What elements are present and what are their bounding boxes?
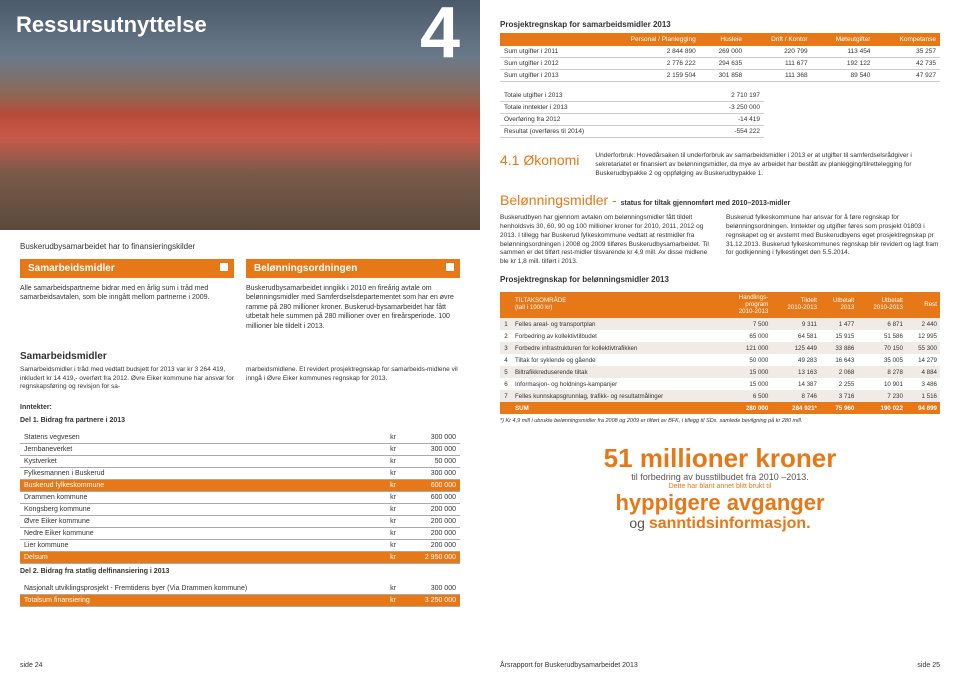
box2-body: Buskerudbysamarbeidet inngikk i 2010 en … xyxy=(246,278,460,337)
footer-right-right: side 25 xyxy=(917,662,940,669)
samarbeid-heading: Samarbeidsmidler xyxy=(20,351,460,362)
totals-table: Totale utgifter i 20132 710 197Totale in… xyxy=(500,90,764,138)
okonomi-text: Underforbruk: Hovedårsaken til underforb… xyxy=(595,152,940,178)
belonn-table-title: Prosjektregnskap for belønningsmidler 20… xyxy=(500,275,940,284)
proj-table: Personal / PlanleggingHusleieDrift / Kon… xyxy=(500,33,940,82)
samarbeid-text-left: Samarbeidsmidler i tråd med vedtatt buds… xyxy=(20,366,234,391)
proj-title: Prosjektregnskap for samarbeidsmidler 20… xyxy=(500,20,940,29)
del1-heading: Del 1. Bidrag fra partnere i 2013 xyxy=(20,413,460,426)
belonn-col-right: Buskerud fylkeskommune har ansvar for å … xyxy=(726,214,940,267)
callout-l4: hyppigere avganger xyxy=(500,491,940,515)
callout-l5b: sanntidsinformasjon. xyxy=(649,515,811,532)
del2-heading: Del 2. Bidrag fra statlig delfinansierin… xyxy=(20,564,460,577)
box1-body: Alle samarbeidspartnerne bidrar med en å… xyxy=(20,278,234,309)
belonn-col-left: Buskerudbyen har gjennom avtalen om belø… xyxy=(500,214,714,267)
footer-left: side 24 xyxy=(20,654,460,669)
belonn-big: Belønningsmidler - xyxy=(500,192,621,208)
footer-right-left: Årsrapport for Buskerudbysamarbeidet 201… xyxy=(500,662,638,669)
hero-number: 4 xyxy=(420,0,460,74)
callout: 51 millioner kroner til forbedring av bu… xyxy=(500,444,940,532)
belonn-small: status for tiltak gjennomført med 2010–2… xyxy=(621,200,791,207)
hero-title: Ressursutnyttelse xyxy=(16,12,207,38)
belonn-table: TILTAKSOMRÅDE(tall i 1000 kr)Handlings-p… xyxy=(500,292,940,414)
inntekter-heading: Inntekter: xyxy=(20,400,460,413)
callout-l1: 51 millioner kroner xyxy=(500,444,940,473)
inntekt-table-2: Nasjonalt utviklingsprosjekt - Fremtiden… xyxy=(20,583,460,607)
okonomi-label: 4.1 Økonomi xyxy=(500,152,579,168)
callout-l5a: og xyxy=(629,515,648,531)
hero-image: Ressursutnyttelse 4 xyxy=(0,0,480,230)
box2-header: Belønningsordningen xyxy=(246,259,460,278)
samarbeid-text-right: marbeidsmidlene. Et revidert prosjektreg… xyxy=(246,366,460,391)
inntekt-table-1: Statens vegvesenkr300 000Jernbaneverketk… xyxy=(20,432,460,564)
subtitle: Buskerudbysamarbeidet har to finansierin… xyxy=(20,242,460,251)
callout-l2: til forbedring av busstilbudet fra 2010 … xyxy=(500,473,940,483)
belonn-note: *) Kr 4,9 mill i ubrukte belønningsmidle… xyxy=(500,418,940,424)
box1-header: Samarbeidsmidler xyxy=(20,259,234,278)
